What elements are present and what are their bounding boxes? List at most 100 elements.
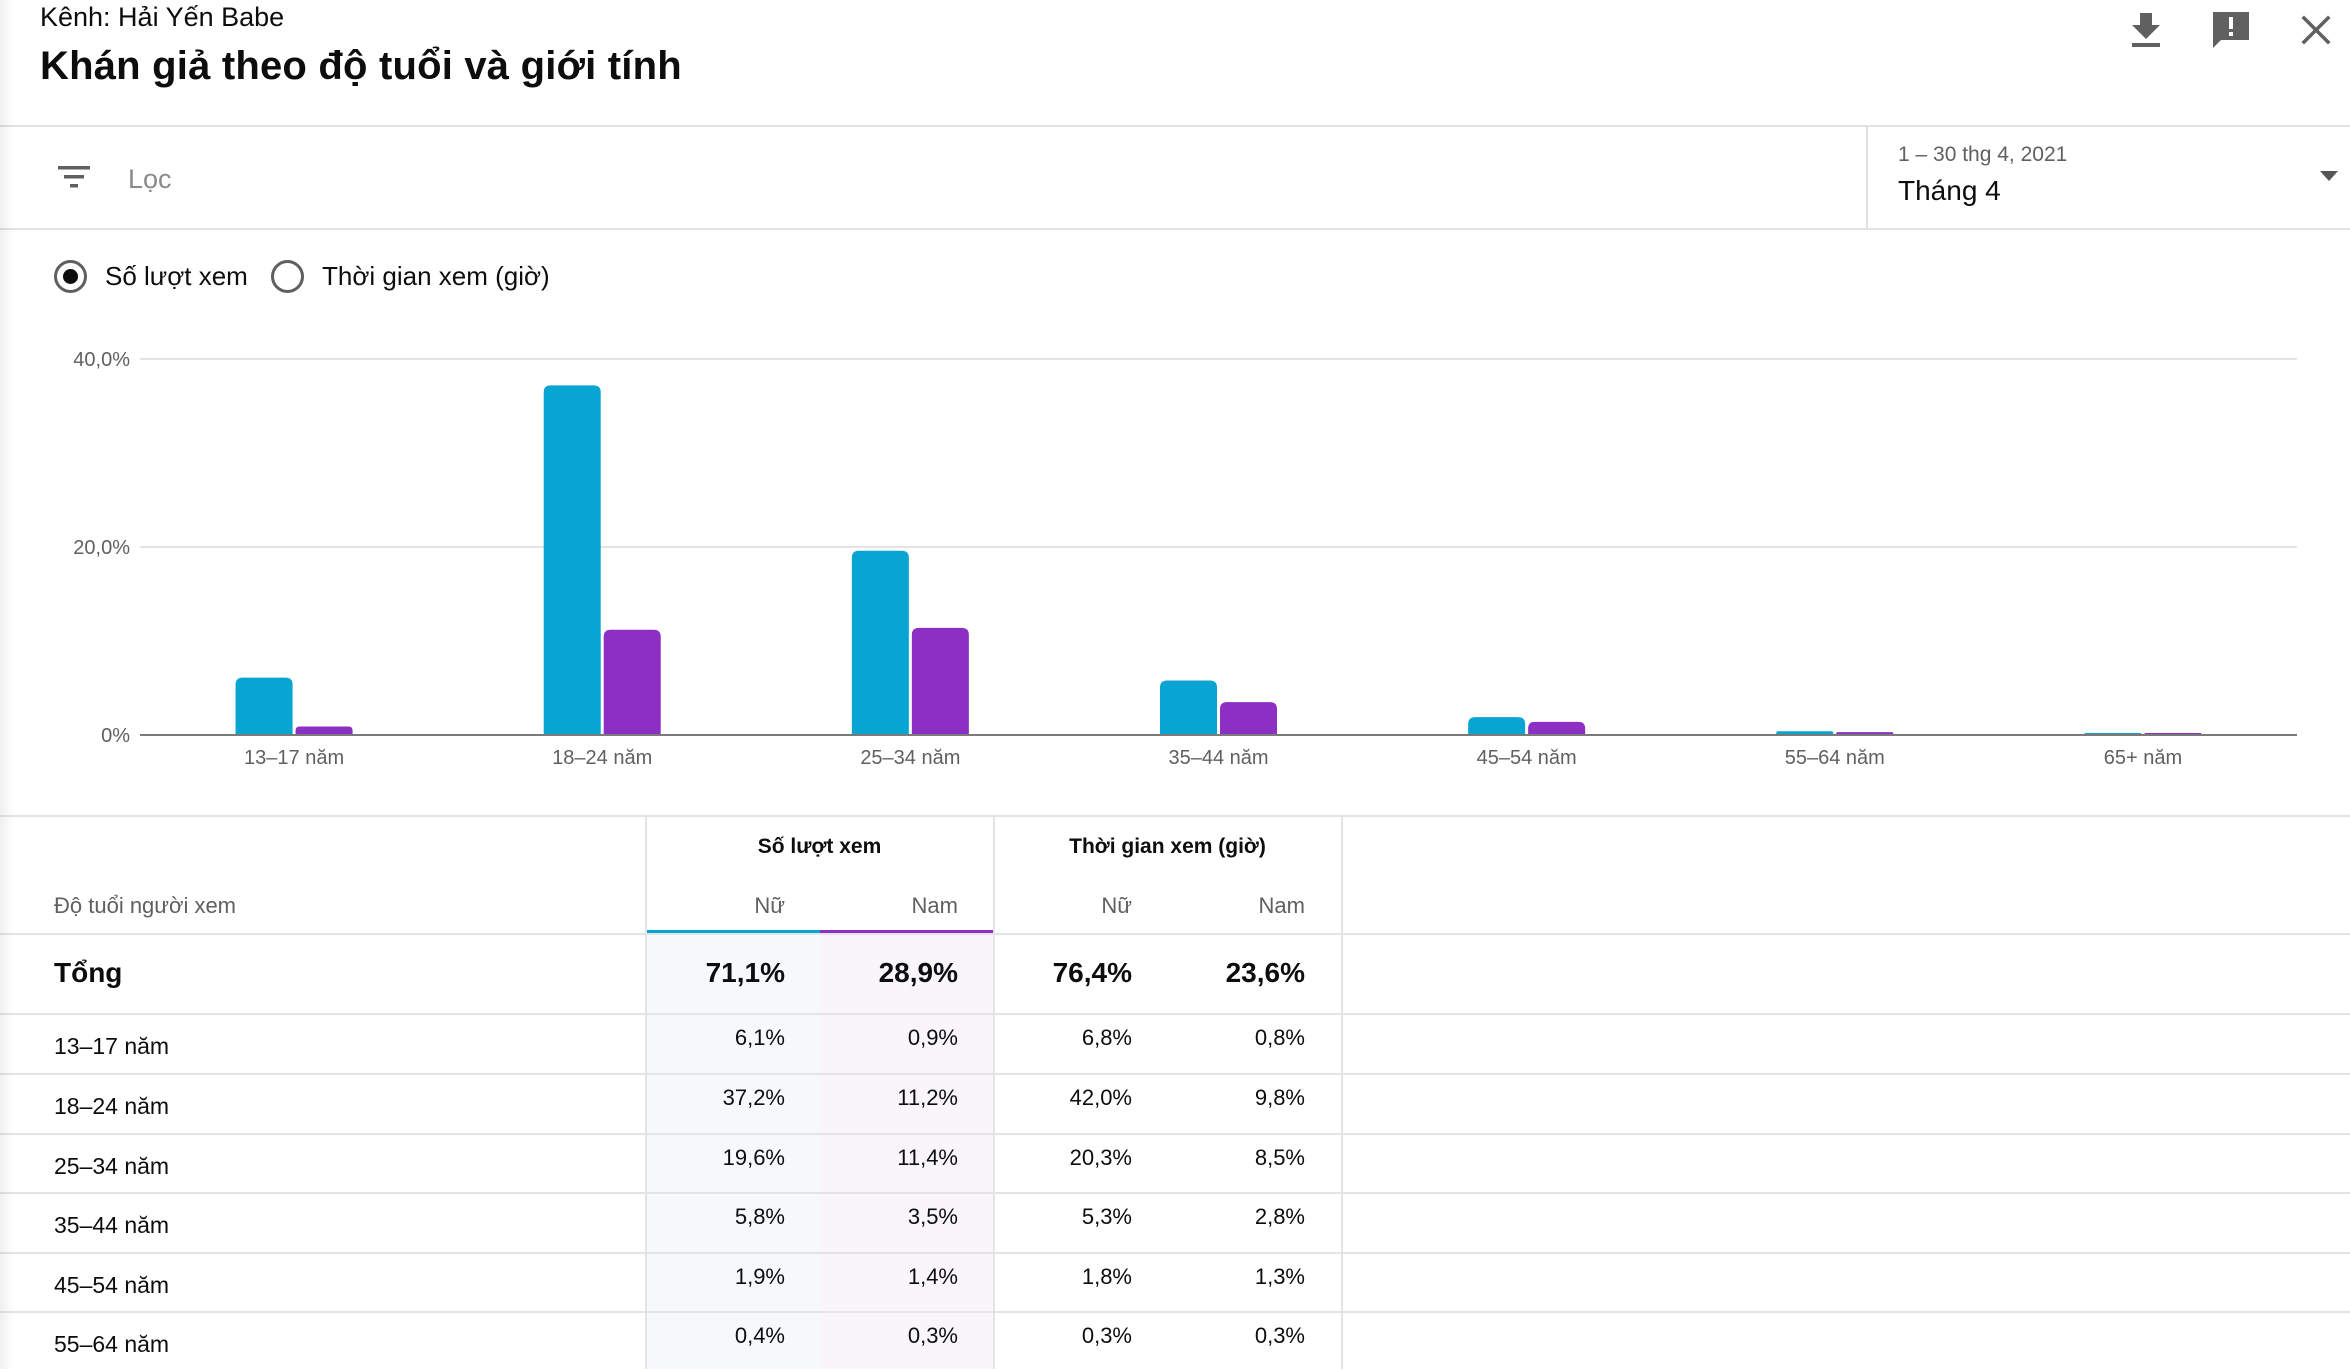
x-tick-label: 18–24 năm (552, 747, 652, 769)
channel-name: Kênh: Hải Yến Babe (40, 2, 285, 32)
row-views-male: 1,4% (907, 1264, 958, 1289)
female-accent-bar (647, 930, 820, 934)
bar-female (1468, 717, 1526, 735)
close-button[interactable] (2290, 4, 2342, 56)
row-age-label: 13–17 năm (54, 1033, 170, 1059)
row-views-female: 1,9% (734, 1264, 785, 1289)
row-views-male: 11,2% (897, 1085, 958, 1110)
x-tick-label: 55–64 năm (1785, 747, 1885, 769)
bar-male (1220, 702, 1277, 735)
x-tick-label: 35–44 năm (1168, 747, 1268, 769)
download-button[interactable] (2120, 4, 2172, 56)
row-time-male: 0,3% (1254, 1323, 1305, 1348)
y-tick-label: 0% (101, 725, 130, 747)
row-time-female: 42,0% (1069, 1085, 1132, 1110)
x-tick-label: 45–54 năm (1477, 747, 1577, 769)
x-tick-label: 25–34 năm (860, 747, 960, 769)
radio-watch-time-label: Thời gian xem (giờ) (322, 260, 550, 291)
column-divider (645, 817, 647, 1369)
row-time-female: 6,8% (1081, 1025, 1132, 1050)
row-views-female: 5,8% (734, 1204, 785, 1229)
row-time-male: 8,5% (1254, 1145, 1305, 1170)
feedback-button[interactable] (2205, 4, 2257, 56)
radio-unselected-icon (271, 259, 304, 293)
row-age-label: 35–44 năm (54, 1212, 170, 1238)
row-time-male: 2,8% (1254, 1204, 1305, 1229)
table-top-divider (0, 815, 2350, 817)
filter-icon[interactable] (54, 160, 94, 194)
column-header-time-male[interactable]: Nam (1258, 893, 1305, 918)
group-header-watch-time: Thời gian xem (giờ) (1069, 835, 1266, 858)
date-range-text: 1 – 30 thg 4, 2021 (1898, 143, 2068, 166)
bar-male (911, 627, 969, 735)
table-row: 45–54 năm 1,9% 1,4% 1,8% 1,3% (0, 1252, 2350, 1313)
row-time-female: 5,3% (1081, 1204, 1132, 1229)
table-row: 13–17 năm 6,1% 0,9% 6,8% 0,8% (0, 1013, 2350, 1075)
y-tick-label: 40,0% (73, 349, 130, 371)
row-age-label: 55–64 năm (54, 1331, 170, 1357)
table-row: 35–44 năm 5,8% 3,5% 5,3% 2,8% (0, 1192, 2350, 1254)
age-column-header: Độ tuổi người xem (54, 893, 237, 918)
row-views-female: 37,2% (722, 1085, 785, 1110)
row-time-female: 0,3% (1081, 1323, 1132, 1348)
group-header-views: Số lượt xem (757, 835, 882, 858)
male-accent-bar (820, 930, 993, 934)
filter-bar (0, 127, 2350, 230)
table-total-row: Tổng 71,1% 28,9% 76,4% 23,6% (0, 933, 2350, 1015)
row-views-female: 6,1% (734, 1025, 785, 1050)
age-gender-bar-chart: 0% 20,0% 40,0% 13–17 năm 18–24 năm 25–34 năm 3… (73, 349, 2297, 769)
bar-male (295, 726, 353, 735)
x-tick-label: 13–17 năm (244, 747, 344, 769)
row-age-label: 45–54 năm (54, 1272, 170, 1298)
column-header-time-female[interactable]: Nữ (1101, 893, 1132, 918)
bar-female (235, 677, 293, 735)
date-range-dropdown[interactable]: 1 – 30 thg 4, 2021 Tháng 4 (1866, 127, 2350, 228)
total-views-female: 71,1% (705, 957, 785, 988)
row-views-female: 19,6% (722, 1145, 785, 1170)
radio-watch-time[interactable]: Thời gian xem (giờ) (271, 256, 550, 296)
total-label: Tổng (54, 957, 123, 988)
row-age-label: 25–34 năm (54, 1153, 170, 1179)
radio-views-label: Số lượt xem (105, 260, 248, 291)
bar-female (543, 385, 601, 735)
row-age-label: 18–24 năm (54, 1093, 170, 1119)
dialog-header: Kênh: Hải Yến Babe Khán giả theo độ tuổi… (0, 0, 2350, 127)
row-views-male: 3,5% (907, 1204, 958, 1229)
row-views-female: 0,4% (734, 1323, 785, 1348)
row-views-male: 11,4% (897, 1145, 958, 1170)
row-time-male: 9,8% (1254, 1085, 1305, 1110)
bar-male (1528, 721, 1586, 735)
row-time-female: 1,8% (1081, 1264, 1132, 1289)
radio-selected-icon (54, 259, 87, 293)
row-time-male: 0,8% (1254, 1025, 1305, 1050)
column-header-views-female[interactable]: Nữ (754, 893, 785, 918)
bar-female (1160, 680, 1217, 735)
table-row: 18–24 năm 37,2% 11,2% 42,0% 9,8% (0, 1073, 2350, 1135)
download-icon (2132, 13, 2160, 47)
filter-input[interactable] (126, 158, 1830, 200)
close-icon (2301, 15, 2331, 45)
column-divider (1341, 817, 1343, 1369)
table-row: 25–34 năm 19,6% 11,4% 20,3% 8,5% (0, 1133, 2350, 1194)
row-time-female: 20,3% (1069, 1145, 1132, 1170)
column-divider (993, 817, 995, 1369)
row-views-male: 0,9% (907, 1025, 958, 1050)
total-time-male: 23,6% (1225, 957, 1305, 988)
row-time-male: 1,3% (1254, 1264, 1305, 1289)
row-views-male: 0,3% (907, 1323, 958, 1348)
feedback-icon (2213, 12, 2249, 48)
date-period-label: Tháng 4 (1898, 175, 2001, 206)
y-tick-label: 20,0% (73, 537, 130, 559)
male-column-shade (820, 933, 993, 1369)
bar-female (851, 550, 909, 735)
page-title: Khán giả theo độ tuổi và giới tính (40, 44, 682, 88)
x-tick-label: 65+ năm (2104, 747, 2182, 769)
table-row: 55–64 năm 0,4% 0,3% 0,3% 0,3% (0, 1311, 2350, 1371)
radio-views[interactable]: Số lượt xem (54, 256, 248, 296)
chevron-down-icon (2320, 171, 2338, 181)
bar-male (603, 629, 661, 735)
female-column-shade (647, 933, 820, 1369)
column-header-views-male[interactable]: Nam (911, 893, 958, 918)
total-views-male: 28,9% (878, 957, 958, 988)
total-time-female: 76,4% (1052, 957, 1132, 988)
